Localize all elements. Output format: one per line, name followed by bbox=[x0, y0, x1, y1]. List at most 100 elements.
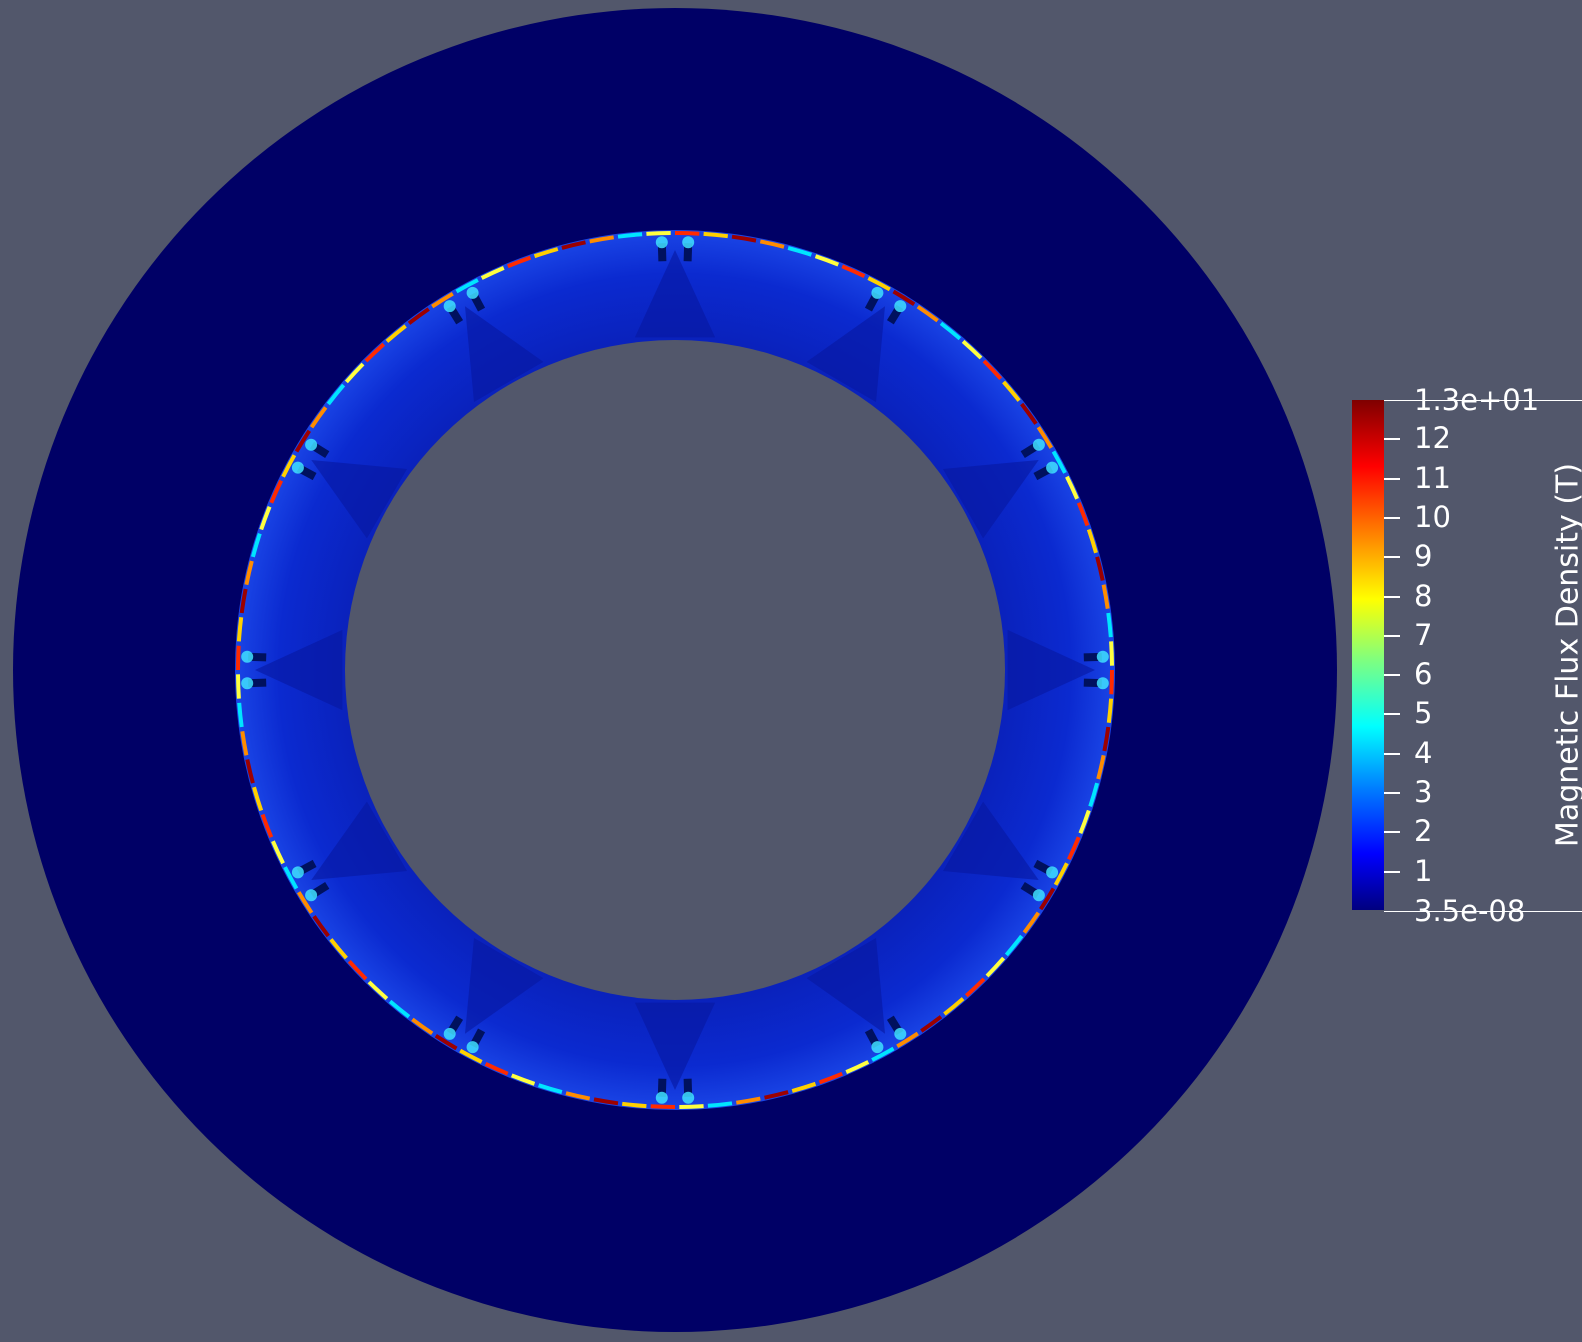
flux-edge-segment bbox=[533, 247, 559, 259]
flux-edge-segment bbox=[707, 1101, 733, 1108]
flux-edge-segment bbox=[1020, 402, 1038, 425]
flux-edge-segment bbox=[736, 1096, 761, 1105]
flux-sector-shade bbox=[1007, 629, 1095, 711]
colorbar-tick-line bbox=[1384, 556, 1400, 559]
flux-edge-segment bbox=[764, 1090, 789, 1100]
colorbar-min-label: 3.5e-08 bbox=[1414, 894, 1526, 928]
colorbar-tick-line bbox=[1384, 595, 1400, 598]
flux-edge-segment bbox=[1106, 698, 1114, 724]
flux-edge-segment bbox=[484, 1061, 509, 1076]
flux-hotspot bbox=[894, 300, 907, 313]
flux-edge-segment bbox=[731, 234, 757, 243]
flux-edge-segment bbox=[845, 1060, 870, 1074]
flux-edge-segment bbox=[294, 429, 311, 453]
colorbar-tick-label: 3 bbox=[1414, 775, 1433, 810]
flux-edge-segment bbox=[1002, 380, 1021, 402]
flux-sector-shade bbox=[465, 306, 544, 402]
colorbar-min-line bbox=[1384, 911, 1582, 912]
flux-edge-segment bbox=[1004, 934, 1024, 957]
colorbar-tick-label: 10 bbox=[1414, 499, 1451, 534]
flux-edge-segment bbox=[1076, 502, 1090, 527]
flux-hotspot bbox=[682, 236, 695, 249]
flux-edge-segment bbox=[236, 674, 241, 699]
flux-edge-segment bbox=[296, 891, 314, 914]
flux-hotspot bbox=[1032, 889, 1045, 902]
colorbar-tick-label: 5 bbox=[1414, 696, 1433, 731]
flux-edge-segment bbox=[939, 321, 962, 341]
flux-edge-segment bbox=[1088, 782, 1100, 808]
colorbar bbox=[1352, 400, 1384, 910]
flux-sector-shade bbox=[943, 801, 1039, 880]
flux-edge-segment bbox=[326, 383, 346, 406]
colorbar-tick-line bbox=[1384, 792, 1400, 795]
colorbar-tick-label: 11 bbox=[1414, 460, 1451, 495]
flux-edge-segment bbox=[367, 980, 389, 1001]
flux-edge-segment bbox=[593, 1097, 619, 1106]
colorbar-tick-line bbox=[1384, 831, 1400, 834]
colorbar-tick-line bbox=[1384, 438, 1400, 441]
flux-edge-segment bbox=[617, 232, 643, 239]
flux-edge-segment bbox=[480, 266, 505, 280]
flux-edge-segment bbox=[1102, 726, 1111, 752]
flux-edge-segment bbox=[240, 731, 249, 756]
flux-edge-segment bbox=[985, 956, 1006, 978]
flux-hotspot bbox=[1046, 866, 1059, 879]
flux-edge-segment bbox=[236, 645, 241, 671]
flux-hotspot bbox=[871, 286, 884, 299]
flux-edge-segment bbox=[1039, 887, 1056, 911]
flux-edge-segment bbox=[271, 840, 285, 865]
flux-sector-shade bbox=[806, 938, 885, 1034]
flux-edge-segment bbox=[269, 479, 284, 504]
flux-hotspot bbox=[871, 1041, 884, 1054]
flux-hotspot bbox=[241, 650, 254, 663]
flux-edge-segment bbox=[537, 1083, 563, 1095]
flux-hotspot bbox=[682, 1091, 695, 1104]
flux-edge-segment bbox=[431, 291, 454, 309]
flux-edge-segment bbox=[871, 1046, 895, 1062]
flux-edge-segment bbox=[964, 977, 986, 998]
flux-hotspot bbox=[466, 1041, 479, 1054]
flux-edge-segment bbox=[259, 505, 272, 531]
flux-edge-segment bbox=[589, 235, 614, 244]
flux-hotspot bbox=[291, 461, 304, 474]
flux-edge-segment bbox=[434, 1034, 458, 1051]
flux-edge-segment bbox=[283, 866, 299, 890]
flux-edge-segment bbox=[1051, 450, 1067, 474]
flux-edge-segment bbox=[1022, 911, 1041, 934]
colorbar-tick-label: 7 bbox=[1414, 617, 1433, 652]
flux-edge-segment bbox=[309, 406, 328, 429]
flux-edge-segment bbox=[920, 1015, 943, 1033]
flux-edge-segment bbox=[347, 959, 368, 981]
flux-edge-segment bbox=[510, 1073, 536, 1086]
colorbar-tick-label: 6 bbox=[1414, 657, 1433, 692]
flux-edge-segment bbox=[364, 342, 386, 363]
colorbar-tick-label: 8 bbox=[1414, 578, 1433, 613]
flux-edge-segment bbox=[455, 278, 479, 294]
flux-edge-segment bbox=[239, 588, 248, 614]
flux-sector-shade bbox=[311, 801, 407, 880]
flux-hotspot bbox=[466, 286, 479, 299]
colorbar-title: Magnetic Flux Density (T) bbox=[1550, 462, 1582, 848]
flux-edge-segment bbox=[703, 231, 729, 239]
flux-edge-segment bbox=[312, 915, 330, 938]
flux-edge-segment bbox=[1036, 426, 1054, 449]
flux-hotspot bbox=[291, 866, 304, 879]
flux-edge-segment bbox=[329, 938, 348, 960]
flux-edge-segment bbox=[1106, 612, 1113, 638]
flux-edge-segment bbox=[961, 339, 983, 360]
flux-edge-segment bbox=[407, 307, 430, 325]
flux-edge-segment bbox=[250, 532, 262, 558]
flux-hotspot bbox=[1096, 650, 1109, 663]
flux-edge-segment bbox=[252, 786, 264, 812]
flux-edge-segment bbox=[1086, 528, 1098, 554]
colorbar-tick-label: 9 bbox=[1414, 539, 1433, 574]
flux-edge-segment bbox=[1078, 809, 1091, 835]
flux-hotspot bbox=[655, 1091, 668, 1104]
flux-hotspot bbox=[655, 236, 668, 249]
colorbar-max-line bbox=[1384, 400, 1582, 401]
flux-hotspot bbox=[443, 300, 456, 313]
colorbar-tick-line bbox=[1384, 752, 1400, 755]
flux-sector-shade bbox=[311, 460, 407, 539]
flux-sector-shade bbox=[634, 250, 716, 338]
